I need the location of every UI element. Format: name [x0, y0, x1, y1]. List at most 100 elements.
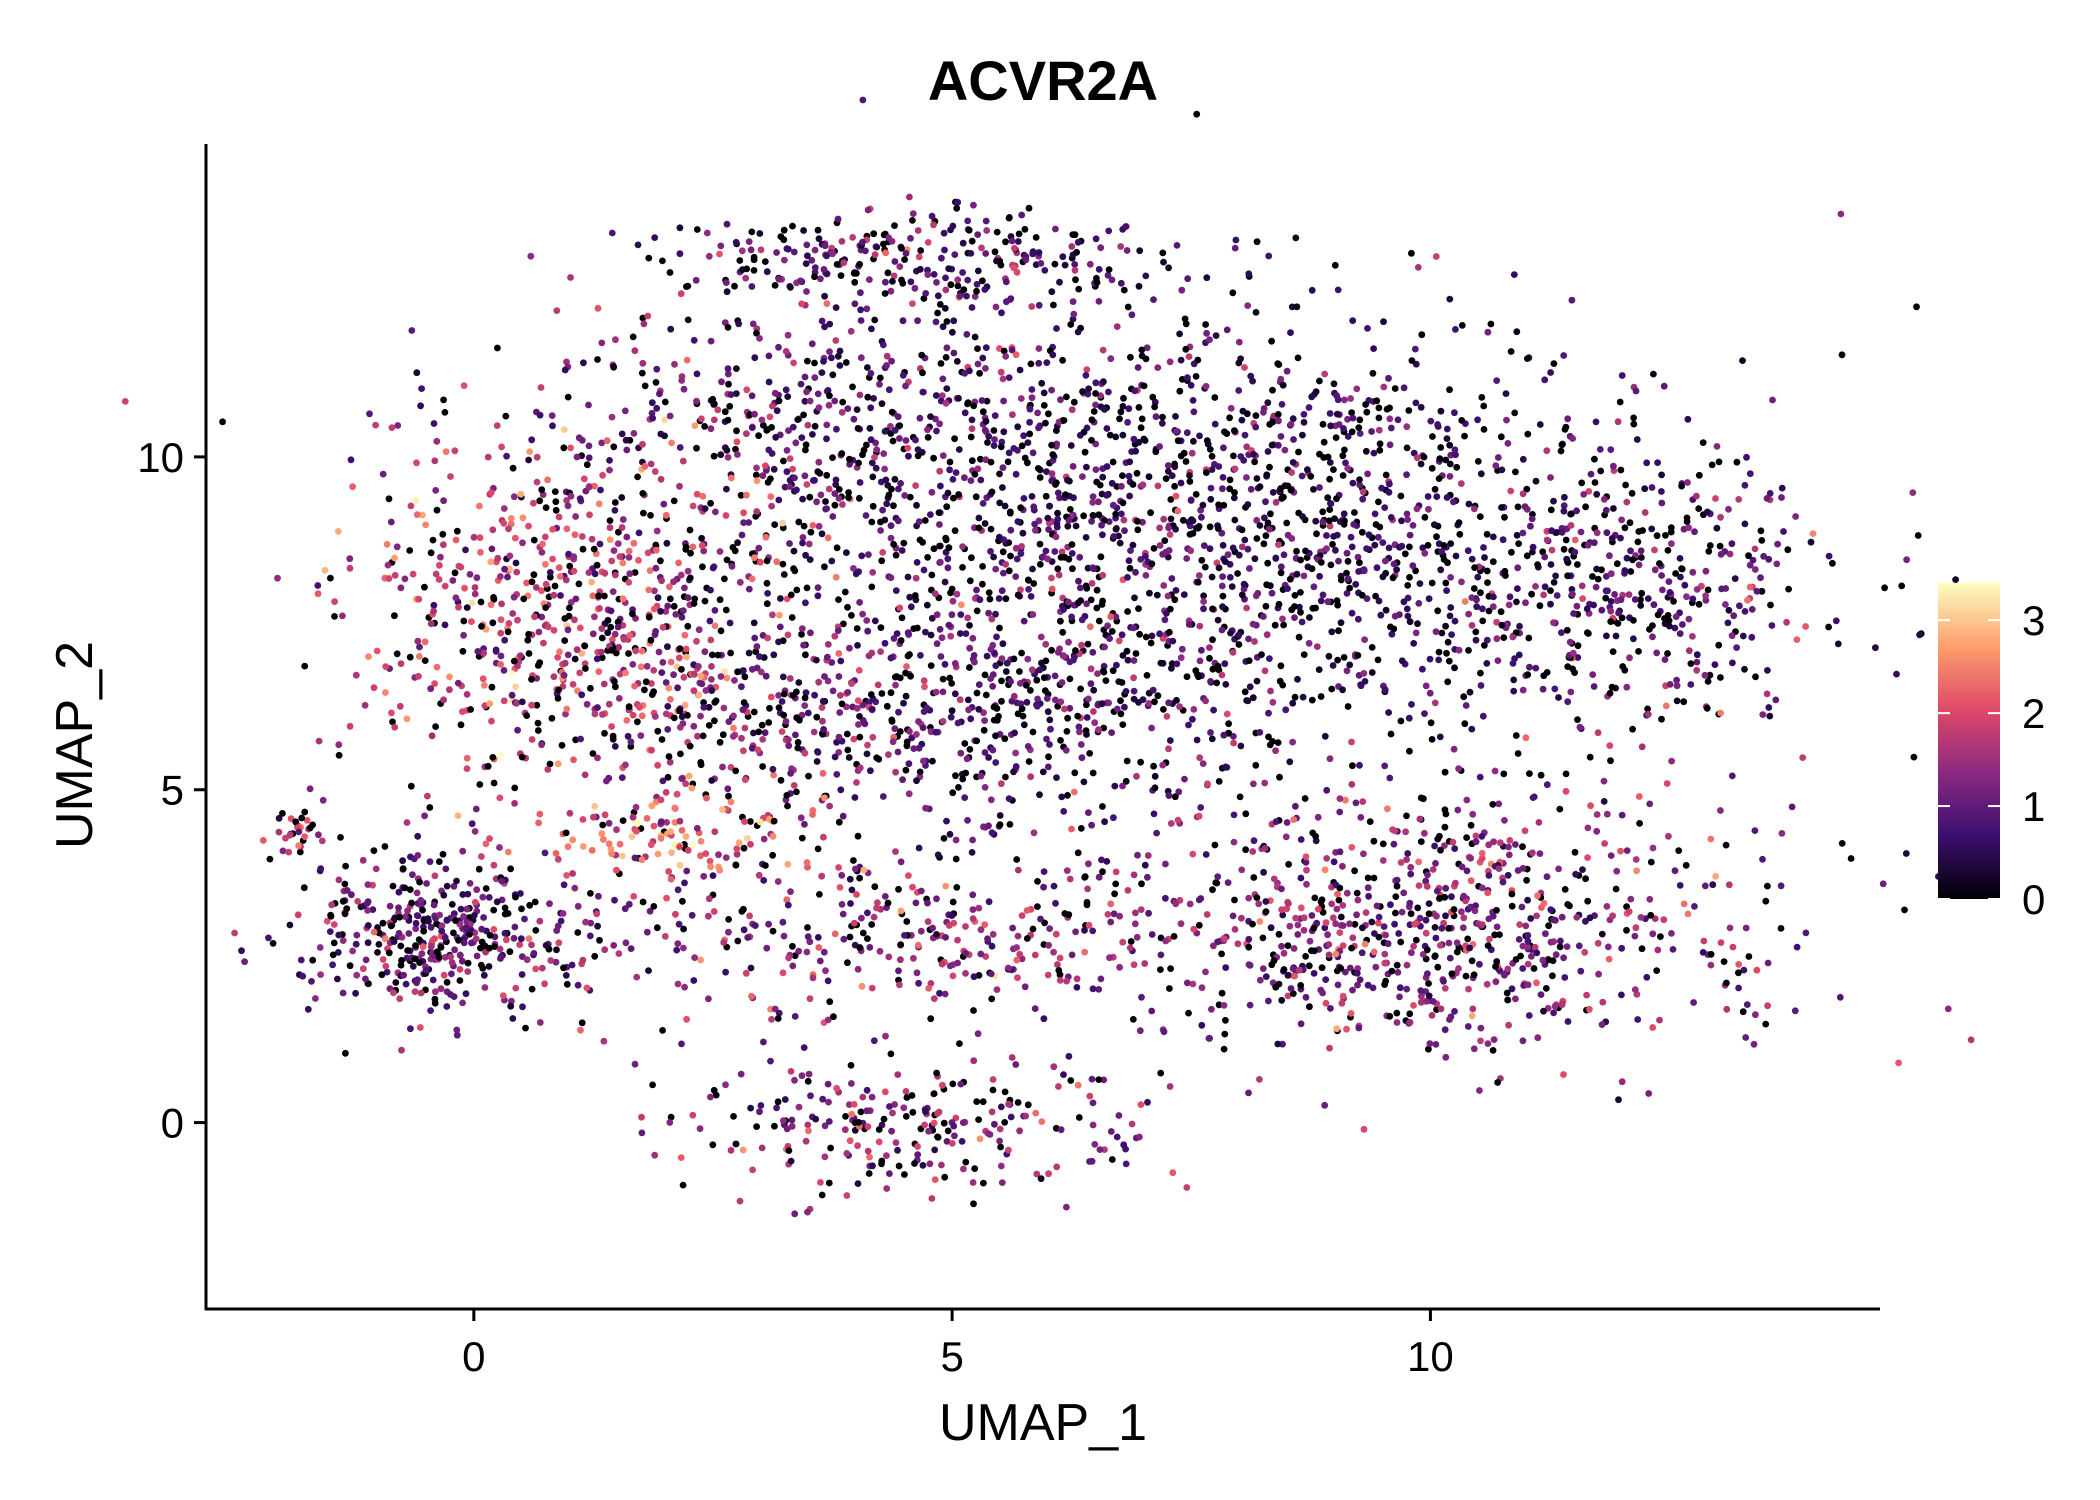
cell-point [612, 336, 619, 344]
cell-point [825, 485, 833, 493]
cell-point [846, 460, 853, 468]
cell-point [1163, 610, 1170, 617]
cell-point [793, 788, 800, 796]
cell-point [1421, 710, 1428, 717]
cell-point [964, 614, 972, 622]
cell-point [1717, 807, 1724, 814]
cell-point [1540, 591, 1547, 599]
cell-point [1523, 485, 1531, 493]
cell-point [1406, 1010, 1414, 1018]
cell-point [899, 372, 907, 379]
cell-point [835, 650, 843, 657]
cell-point [496, 794, 504, 802]
cell-point [1451, 664, 1458, 672]
cell-point [1044, 763, 1052, 771]
cell-point [983, 397, 991, 405]
cell-point [523, 579, 530, 587]
cell-point [539, 540, 546, 548]
cell-point [961, 370, 969, 377]
cell-point [1461, 720, 1469, 728]
cell-point [933, 640, 941, 648]
cell-point [887, 423, 894, 430]
cell-point [1450, 906, 1458, 913]
cell-point [1230, 733, 1237, 740]
cell-point [1071, 769, 1079, 777]
cell-point [437, 553, 444, 561]
cell-point [1337, 576, 1345, 584]
cell-point [839, 501, 846, 508]
cell-point [1381, 557, 1389, 565]
cell-point [1741, 608, 1749, 615]
cell-point [1208, 466, 1216, 473]
cell-point [1318, 896, 1326, 904]
cell-point [981, 520, 989, 527]
cell-point [1110, 910, 1118, 918]
cell-point [961, 794, 969, 801]
cell-point [902, 382, 909, 390]
cell-point [1294, 675, 1301, 683]
cell-point [1134, 851, 1141, 859]
cell-point [1322, 919, 1330, 927]
cell-point [1704, 678, 1712, 685]
cell-point [1256, 976, 1264, 984]
cell-point [894, 413, 902, 421]
cell-point [615, 695, 623, 702]
cell-point [693, 444, 700, 452]
cell-point [647, 512, 654, 519]
cell-point [1123, 647, 1131, 655]
cell-point [1496, 839, 1504, 847]
cell-point [1185, 621, 1193, 628]
cell-point [1249, 620, 1257, 628]
cell-point [1791, 1007, 1799, 1015]
cell-point [1327, 1005, 1334, 1012]
cell-point [1211, 420, 1219, 428]
cell-point [1645, 1090, 1653, 1097]
cell-point [671, 360, 678, 368]
cell-point [1446, 954, 1454, 962]
cell-point [723, 674, 731, 682]
cell-point [1513, 598, 1520, 606]
cell-point [1249, 377, 1256, 385]
cell-point [995, 595, 1003, 602]
cell-point [561, 659, 569, 667]
cell-point [1044, 555, 1051, 563]
cell-point [1074, 849, 1082, 857]
cell-point [585, 454, 593, 462]
cell-point [1219, 485, 1226, 493]
cell-point [1391, 612, 1399, 620]
cell-point [745, 649, 753, 657]
cell-point [1693, 666, 1701, 674]
cell-point [1261, 779, 1269, 787]
cell-point [1623, 683, 1631, 691]
cell-point [1558, 913, 1566, 921]
cell-point [1088, 416, 1096, 424]
cell-point [941, 246, 948, 254]
cell-point [781, 256, 788, 264]
cell-point [550, 626, 558, 634]
cell-point [1745, 953, 1753, 960]
cell-point [1279, 911, 1287, 919]
cell-point [1780, 528, 1787, 535]
cell-point [1750, 1040, 1758, 1048]
cell-point [1736, 602, 1743, 610]
cell-point [942, 534, 950, 542]
cell-point [1424, 541, 1432, 549]
cell-point [670, 671, 677, 679]
cell-point [773, 407, 781, 415]
cell-point [1501, 817, 1508, 824]
cell-point [957, 749, 965, 757]
cell-point [1297, 556, 1304, 564]
cell-point [970, 402, 978, 410]
cell-point [946, 830, 954, 838]
cell-point [693, 397, 700, 405]
cell-point [460, 382, 468, 389]
cell-point [1300, 926, 1308, 934]
cell-point [708, 651, 716, 659]
cell-point [1082, 582, 1090, 590]
cell-point [769, 765, 777, 773]
cell-point [1653, 532, 1661, 540]
cell-point [373, 647, 381, 655]
cell-point [556, 573, 564, 580]
cell-point [1390, 560, 1398, 568]
cell-point [1025, 204, 1033, 212]
